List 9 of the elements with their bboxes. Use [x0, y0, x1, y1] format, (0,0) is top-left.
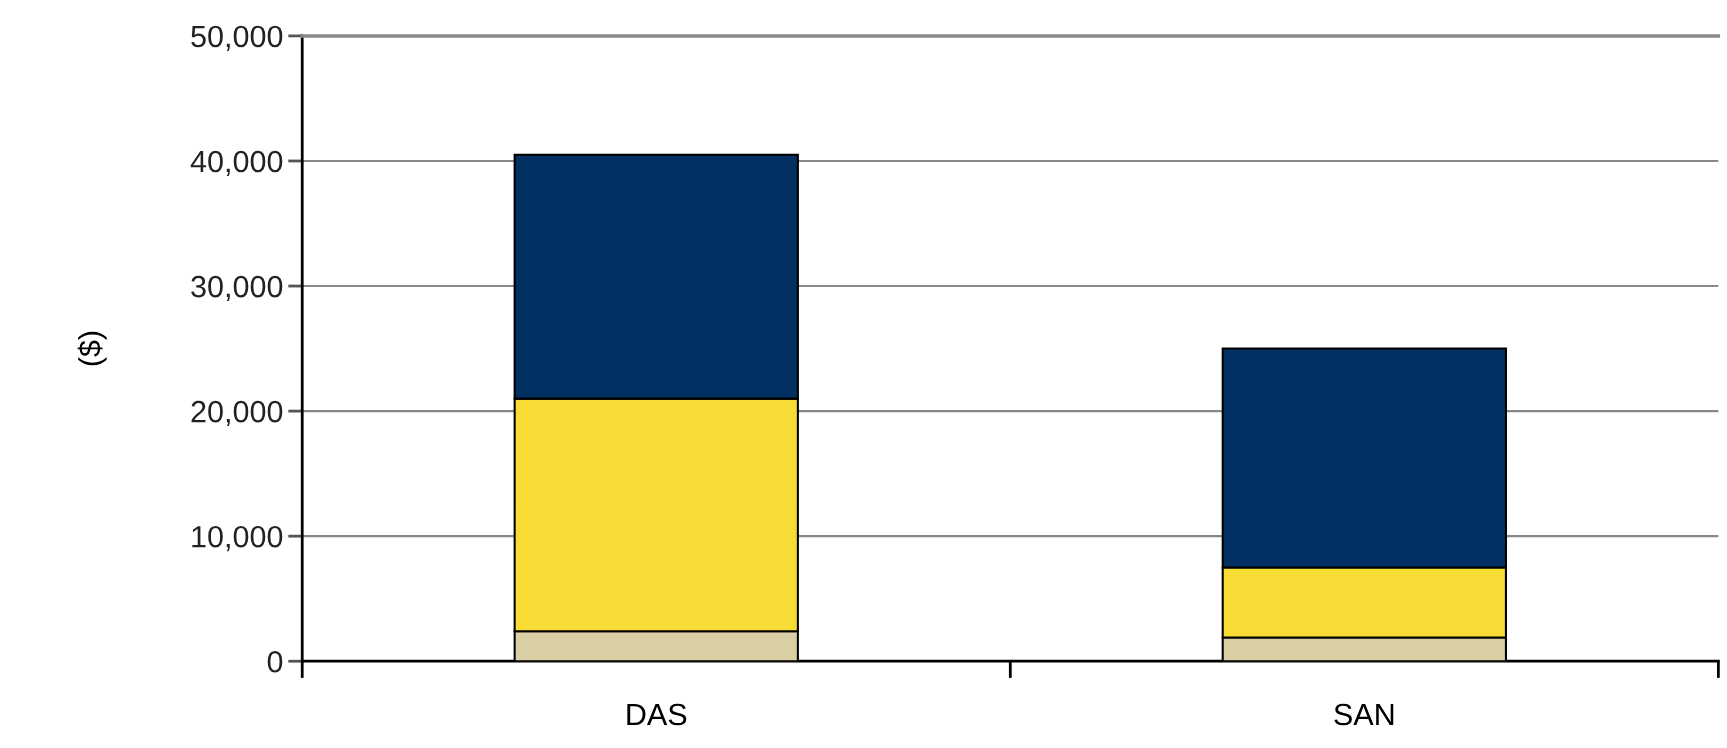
y-tick-label: 20,000: [191, 400, 283, 427]
y-axis-title: ($): [77, 331, 107, 366]
y-tick-label: 10,000: [192, 525, 283, 552]
x-tick-label: SAN: [1334, 703, 1394, 726]
y-tick-label: 0: [267, 650, 283, 673]
y-tick-label: 30,000: [191, 275, 283, 302]
y-tick-label: 50,000: [191, 25, 283, 51]
y-tick-label: 40,000: [190, 150, 283, 176]
x-tick-label: DAS: [627, 703, 687, 726]
